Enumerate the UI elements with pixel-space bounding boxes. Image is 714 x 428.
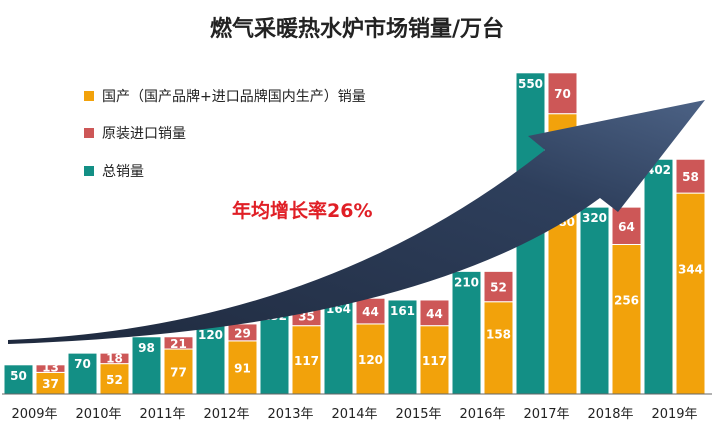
bar-domestic xyxy=(355,323,386,395)
bar-import xyxy=(611,206,642,245)
chart-title: 燃气采暖热水炉市场销量/万台 xyxy=(210,16,504,42)
bar-import xyxy=(483,270,514,303)
data-label-domestic: 37 xyxy=(42,377,59,391)
growth-arrow-shape xyxy=(8,100,705,344)
bar-total xyxy=(323,297,354,395)
data-label-import: 52 xyxy=(490,281,507,295)
growth-rate-annotation: 年均增长率26% xyxy=(232,199,372,222)
data-label-total: 320 xyxy=(582,211,607,225)
data-label-import: 18 xyxy=(106,352,123,366)
data-label-import: 44 xyxy=(362,305,379,319)
x-tick-label: 2011年 xyxy=(139,407,185,422)
data-label-import: 58 xyxy=(682,170,699,184)
bar-total xyxy=(643,158,674,395)
data-label-total: 120 xyxy=(198,328,223,342)
data-label-domestic: 120 xyxy=(358,353,383,367)
data-label-import: 44 xyxy=(426,307,443,321)
data-label-total: 210 xyxy=(454,275,479,289)
data-label-import: 21 xyxy=(170,337,187,351)
bar-import xyxy=(355,297,386,325)
x-axis-ticks: 2009年 2010年 2011年 2012年 2013年 2014年 2015年 2016年… xyxy=(11,407,697,422)
bar-domestic xyxy=(675,192,706,395)
bar-total xyxy=(387,299,418,395)
bar-total xyxy=(3,364,34,395)
data-label-domestic: 344 xyxy=(678,262,703,276)
bar-total xyxy=(67,352,98,395)
legend-swatch-total xyxy=(84,166,94,176)
data-label-total: 98 xyxy=(138,341,155,355)
bar-import xyxy=(419,299,450,327)
legend: 国产（国产品牌+进口品牌国内生产）销量 原装进口销量 总销量 xyxy=(84,88,366,180)
x-tick-label: 2016年 xyxy=(459,407,505,422)
bar-domestic xyxy=(227,340,258,395)
bar-import xyxy=(163,336,194,350)
data-label-domestic: 77 xyxy=(170,366,187,380)
bar-domestic xyxy=(611,243,642,395)
x-tick-label: 2015年 xyxy=(395,407,441,422)
legend-swatch-domestic xyxy=(84,91,94,101)
data-label-domestic: 256 xyxy=(614,293,639,307)
bar-import xyxy=(675,158,706,194)
bar-domestic xyxy=(419,325,450,395)
data-label-total: 50 xyxy=(10,369,27,383)
legend-swatch-import xyxy=(84,128,94,138)
legend-label-import: 原装进口销量 xyxy=(102,126,186,142)
legend-label-domestic: 国产（国产品牌+进口品牌国内生产）销量 xyxy=(102,88,366,105)
growth-arrow xyxy=(8,100,705,344)
x-tick-label: 2019年 xyxy=(651,407,697,422)
bar-total xyxy=(451,270,482,395)
data-label-domestic: 158 xyxy=(486,328,511,342)
data-label-import: 29 xyxy=(234,326,251,340)
bar-import xyxy=(227,323,258,342)
bar-import xyxy=(547,72,578,115)
bar-domestic xyxy=(291,325,322,395)
data-label-import: 13 xyxy=(42,360,59,374)
data-label-import: 70 xyxy=(554,87,571,101)
bar-total xyxy=(579,206,610,395)
x-tick-label: 2009年 xyxy=(11,407,57,422)
bar-import xyxy=(35,364,66,373)
x-tick-label: 2017年 xyxy=(523,407,569,422)
data-label-total: 161 xyxy=(390,304,415,318)
bars: 5037137052189877211209129152117351641204… xyxy=(3,72,706,395)
data-label-import: 64 xyxy=(618,220,635,234)
bar-import xyxy=(99,352,130,365)
x-tick-label: 2014年 xyxy=(331,407,377,422)
bar-domestic xyxy=(163,348,194,395)
data-label-domestic: 117 xyxy=(294,354,319,368)
x-tick-label: 2018年 xyxy=(587,407,633,422)
data-label-total: 550 xyxy=(518,77,543,91)
x-tick-label: 2010年 xyxy=(75,407,121,422)
legend-label-total: 总销量 xyxy=(102,164,144,180)
data-label-domestic: 91 xyxy=(234,361,251,375)
data-label-domestic: 117 xyxy=(422,354,447,368)
bar-domestic xyxy=(483,301,514,395)
x-tick-label: 2013年 xyxy=(267,407,313,422)
data-label-domestic: 52 xyxy=(106,373,123,387)
data-label-total: 70 xyxy=(74,357,91,371)
x-tick-label: 2012年 xyxy=(203,407,249,422)
bar-total xyxy=(131,336,162,395)
